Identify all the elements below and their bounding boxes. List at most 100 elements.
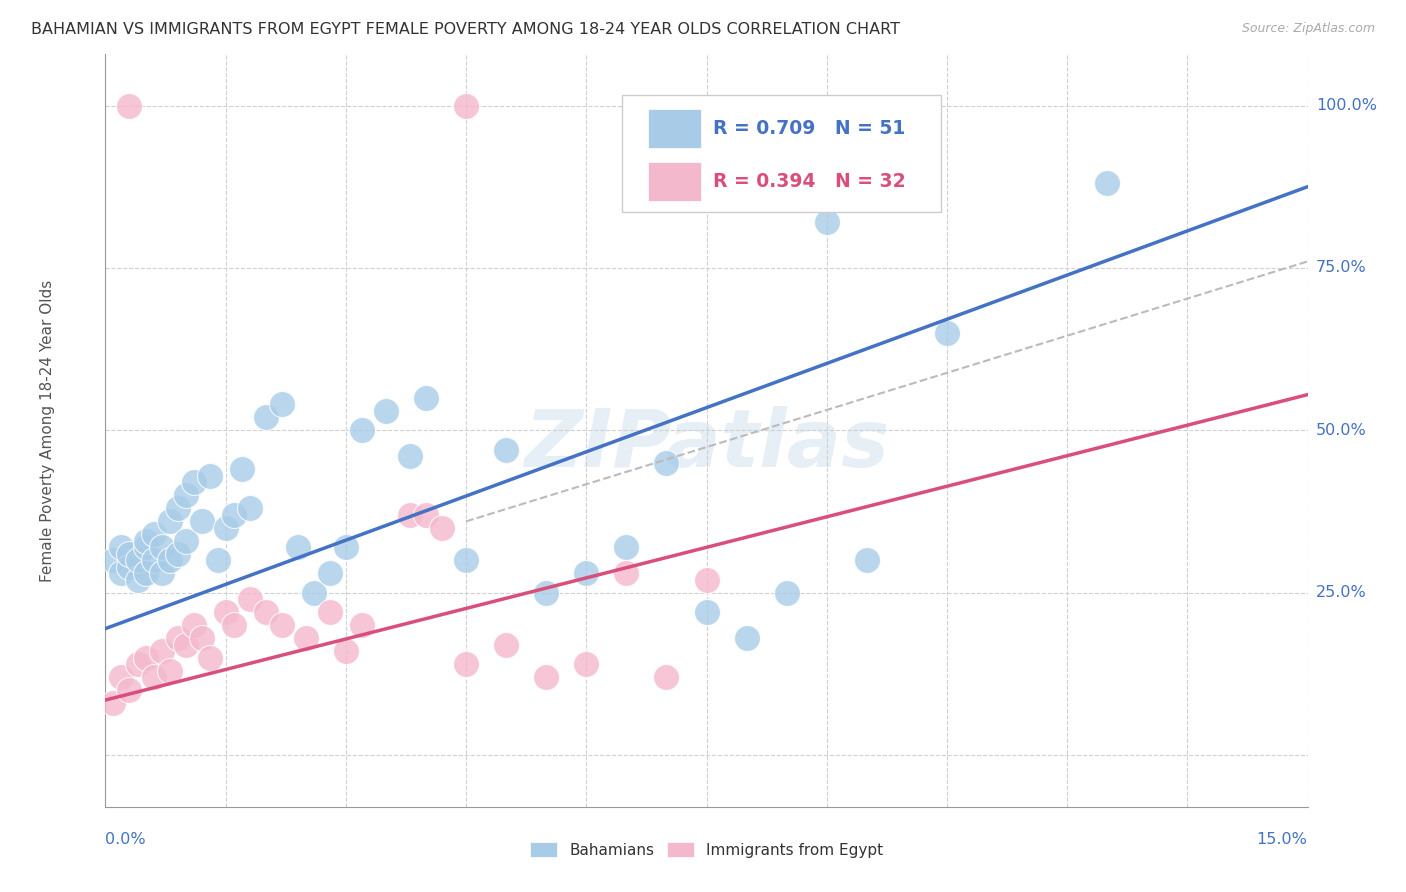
Point: [335, 541, 357, 555]
Point: [534, 586, 557, 600]
Point: [118, 98, 141, 112]
Point: [655, 670, 678, 684]
Point: [150, 644, 173, 658]
Point: [350, 618, 373, 632]
Point: [142, 527, 165, 541]
Point: [374, 404, 398, 418]
Point: [319, 566, 342, 581]
Point: [239, 592, 262, 607]
Text: 50.0%: 50.0%: [1316, 423, 1367, 438]
Legend: Bahamians, Immigrants from Egypt: Bahamians, Immigrants from Egypt: [523, 836, 890, 863]
Point: [190, 514, 212, 528]
Point: [127, 553, 149, 567]
Point: [254, 605, 277, 619]
Point: [150, 566, 173, 581]
Point: [159, 664, 181, 678]
Point: [222, 618, 245, 632]
Text: BAHAMIAN VS IMMIGRANTS FROM EGYPT FEMALE POVERTY AMONG 18-24 YEAR OLDS CORRELATI: BAHAMIAN VS IMMIGRANTS FROM EGYPT FEMALE…: [31, 22, 900, 37]
Point: [855, 553, 877, 567]
Point: [415, 391, 437, 405]
Point: [350, 424, 373, 438]
Point: [295, 632, 318, 646]
Point: [270, 618, 292, 632]
Point: [127, 573, 149, 587]
Text: R = 0.394   N = 32: R = 0.394 N = 32: [713, 172, 905, 191]
Point: [399, 450, 422, 464]
Point: [135, 566, 157, 581]
Point: [655, 456, 678, 470]
Point: [936, 326, 959, 340]
Point: [198, 650, 221, 665]
Point: [239, 501, 262, 516]
Point: [1097, 177, 1119, 191]
Point: [166, 632, 188, 646]
Point: [174, 533, 197, 548]
Point: [696, 605, 718, 619]
Point: [335, 644, 357, 658]
Text: Source: ZipAtlas.com: Source: ZipAtlas.com: [1241, 22, 1375, 36]
Point: [110, 541, 132, 555]
Point: [118, 559, 141, 574]
Point: [110, 566, 132, 581]
Point: [735, 632, 758, 646]
Point: [776, 586, 799, 600]
Text: 100.0%: 100.0%: [1316, 98, 1376, 113]
Point: [454, 98, 477, 112]
Point: [696, 573, 718, 587]
Point: [454, 553, 477, 567]
Point: [150, 541, 173, 555]
Point: [534, 670, 557, 684]
Text: 75.0%: 75.0%: [1316, 260, 1367, 276]
Point: [214, 605, 236, 619]
Text: 0.0%: 0.0%: [105, 832, 146, 847]
Point: [166, 547, 188, 561]
Point: [118, 683, 141, 698]
FancyBboxPatch shape: [623, 95, 941, 211]
Point: [287, 541, 309, 555]
Text: Female Poverty Among 18-24 Year Olds: Female Poverty Among 18-24 Year Olds: [41, 279, 55, 582]
Point: [616, 566, 638, 581]
Point: [174, 488, 197, 502]
Point: [415, 508, 437, 522]
Text: R = 0.709   N = 51: R = 0.709 N = 51: [713, 120, 905, 138]
Text: 15.0%: 15.0%: [1257, 832, 1308, 847]
Point: [142, 670, 165, 684]
Point: [103, 553, 125, 567]
Point: [270, 397, 292, 411]
Point: [319, 605, 342, 619]
Point: [399, 508, 422, 522]
Point: [174, 638, 197, 652]
Point: [495, 442, 517, 457]
Text: 25.0%: 25.0%: [1316, 585, 1367, 600]
Point: [207, 553, 229, 567]
Point: [159, 514, 181, 528]
Point: [159, 553, 181, 567]
Point: [575, 566, 598, 581]
Point: [166, 501, 188, 516]
Point: [118, 547, 141, 561]
Point: [127, 657, 149, 672]
Point: [815, 215, 838, 229]
Point: [110, 670, 132, 684]
Point: [135, 650, 157, 665]
Text: ZIPatlas: ZIPatlas: [524, 407, 889, 484]
Point: [254, 410, 277, 425]
Point: [302, 586, 325, 600]
Point: [135, 541, 157, 555]
Point: [103, 696, 125, 710]
Point: [198, 468, 221, 483]
Point: [616, 541, 638, 555]
FancyBboxPatch shape: [648, 110, 700, 148]
Point: [183, 475, 205, 490]
Point: [222, 508, 245, 522]
Point: [495, 638, 517, 652]
Point: [135, 533, 157, 548]
Point: [575, 657, 598, 672]
Point: [183, 618, 205, 632]
FancyBboxPatch shape: [648, 162, 700, 202]
Point: [214, 521, 236, 535]
Point: [142, 553, 165, 567]
Point: [430, 521, 453, 535]
Point: [231, 462, 253, 476]
Point: [454, 657, 477, 672]
